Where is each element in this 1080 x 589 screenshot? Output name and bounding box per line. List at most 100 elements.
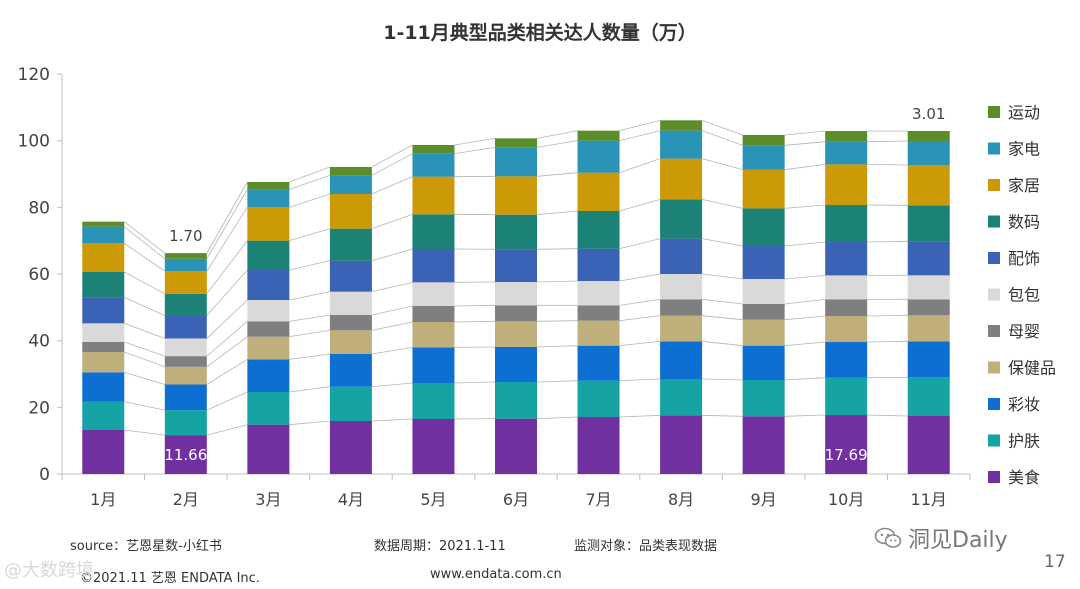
monitor-target-text: 监测对象：品类表现数据	[574, 539, 718, 554]
series-connector-line	[867, 163, 908, 166]
bar-segment-1-4	[329, 421, 372, 474]
series-connector-line	[289, 314, 330, 322]
bar-segment-5-8	[660, 299, 703, 316]
bar-segment-6-10	[825, 275, 868, 300]
bar-segment-8-3	[247, 240, 290, 270]
x-tick-label: 5月	[420, 490, 446, 509]
legend-swatch	[988, 142, 1000, 155]
series-connector-line	[206, 207, 248, 272]
legend-label: 彩妆	[1008, 395, 1040, 414]
bar-segment-4-6	[495, 321, 537, 347]
legend-label: 母婴	[1008, 322, 1040, 341]
series-connector-line	[289, 166, 331, 183]
series-connector-line	[784, 163, 826, 171]
x-tick-label: 3月	[255, 490, 281, 509]
series-connector-line	[206, 424, 248, 436]
series-connector-line	[371, 248, 413, 262]
bar-segment-1-6	[495, 418, 537, 474]
series-connector-line	[454, 304, 496, 307]
bar-segment-9-5	[412, 176, 455, 215]
bar-segment-2-5	[412, 383, 455, 419]
bar-segment-9-4	[329, 194, 372, 229]
series-connector-line	[702, 340, 743, 347]
series-connector-line	[454, 381, 496, 384]
bar-segment-7-10	[825, 242, 868, 276]
watermark-right-text: 洞见Daily	[908, 528, 1008, 553]
legend-label: 配饰	[1008, 249, 1040, 268]
series-connector-line	[536, 380, 578, 383]
bar-segment-6-11	[907, 275, 950, 300]
legend-label: 包包	[1008, 286, 1040, 305]
series-connector-line	[206, 181, 248, 254]
bar-segment-2-9	[742, 380, 785, 417]
series-connector-line	[784, 414, 826, 417]
bar-segment-7-7	[577, 248, 620, 281]
bar-segment-8-4	[329, 228, 372, 261]
bar-segment-6-2	[164, 338, 207, 357]
series-connector-line	[206, 358, 248, 385]
series-connector-line	[702, 198, 743, 209]
series-connector-line	[867, 140, 908, 143]
data-label: 17.69	[825, 446, 868, 464]
bar-segment-5-1	[82, 342, 125, 352]
bar-segment-3-5	[412, 347, 455, 383]
bar-segment-5-4	[329, 315, 372, 331]
bar-segment-8-2	[164, 293, 207, 316]
series-connector-line	[536, 140, 578, 148]
y-tick-label: 100	[18, 132, 50, 152]
series-connector-line	[289, 291, 330, 301]
bar-segment-4-3	[247, 336, 290, 360]
legend-label: 家居	[1008, 176, 1040, 195]
bar-segment-6-7	[577, 281, 620, 306]
watermark-right: 洞见Daily	[874, 522, 1008, 554]
bar-segment-4-1	[82, 352, 125, 373]
bar-segment-5-11	[907, 299, 950, 316]
series-connector-line	[536, 345, 578, 348]
series-connector-line	[454, 137, 496, 146]
bar-segment-2-10	[825, 377, 868, 416]
bar-segment-9-3	[247, 207, 290, 241]
series-connector-line	[124, 226, 166, 260]
bar-segment-8-5	[412, 214, 455, 249]
x-tick-label: 8月	[668, 490, 694, 509]
series-connector-line	[536, 320, 578, 322]
bar-segment-3-2	[164, 384, 207, 411]
page-number: 17	[1044, 552, 1066, 572]
bar-segment-3-8	[660, 341, 703, 379]
series-connector-line	[371, 213, 413, 230]
legend-label: 数码	[1008, 213, 1040, 232]
bar-segment-7-1	[82, 297, 125, 324]
bar-segment-2-6	[495, 382, 537, 419]
bar-segment-7-2	[164, 315, 207, 339]
legend-label: 保健品	[1008, 359, 1056, 378]
series-connector-line	[124, 243, 166, 272]
series-connector-line	[371, 305, 413, 316]
legend-label: 运动	[1008, 103, 1040, 122]
series-connector-line	[124, 322, 165, 339]
bar-segment-1-3	[247, 424, 290, 474]
series-connector-line	[124, 221, 166, 254]
series-connector-line	[536, 416, 578, 420]
wechat-icon	[874, 527, 902, 548]
bar-segment-6-5	[412, 282, 455, 306]
bar-segment-1-5	[412, 419, 455, 474]
y-tick-label: 40	[28, 332, 50, 352]
bar-segment-2-1	[82, 401, 125, 430]
bar-segment-9-6	[495, 176, 537, 215]
website-link[interactable]: www.endata.com.cn	[430, 567, 562, 582]
bar-segment-8-10	[825, 205, 868, 243]
bar-segment-8-7	[577, 211, 620, 249]
series-connector-line	[536, 248, 578, 250]
bar-segment-9-2	[164, 271, 207, 294]
bar-segment-11-5	[412, 145, 455, 154]
series-connector-line	[371, 144, 413, 168]
bar-segment-9-10	[825, 164, 868, 206]
bar-segment-4-4	[329, 330, 372, 354]
series-connector-line	[206, 391, 248, 411]
series-connector-line	[536, 130, 578, 139]
watermark-left: @大数跨境	[4, 560, 94, 581]
series-connector-line	[619, 273, 661, 282]
bar-segment-6-8	[660, 274, 703, 300]
series-connector-line	[702, 315, 743, 321]
